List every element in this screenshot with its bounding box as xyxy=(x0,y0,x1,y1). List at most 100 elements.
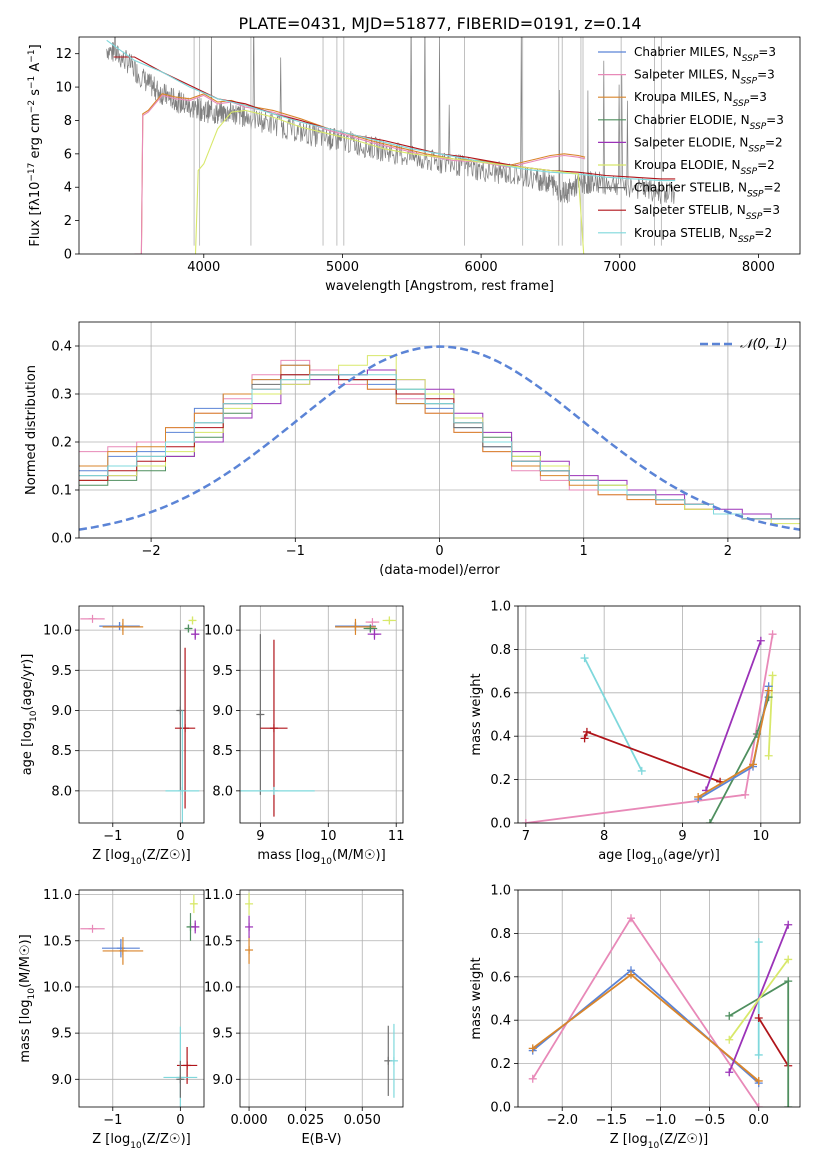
model-line-kroupa-miles xyxy=(134,93,586,254)
label-subscript: 10 xyxy=(29,710,39,722)
y-tick-label: 10.0 xyxy=(43,980,72,995)
weight-marker-kroupa-stelib xyxy=(754,938,763,947)
y-tick-label: 0.3 xyxy=(51,388,72,403)
x-tick-label: 0.000 xyxy=(230,1113,267,1128)
model-line-salpeter-miles xyxy=(134,94,586,254)
legend-text: Kroupa STELIB, N xyxy=(634,226,738,240)
y-axis-label: mass weight xyxy=(469,673,484,755)
x-tick-label: 0 xyxy=(435,544,443,559)
x-tick-label: 5000 xyxy=(326,260,359,275)
x-tick-label: 0 xyxy=(176,1113,184,1128)
axes-frame xyxy=(239,889,404,1108)
weight-line-salpeter-stelib xyxy=(757,1017,789,1067)
errorbar-point-kroupa-miles xyxy=(102,937,144,965)
y-tick-label: 0 xyxy=(64,248,72,263)
y-tick-label: 10.0 xyxy=(43,624,72,639)
y-axis-label: Flux [fλ10−17 erg cm−2 s−1 A−1] xyxy=(27,44,43,246)
y-tick-label: 9.5 xyxy=(51,1027,72,1042)
label-part: Flux [fλ10 xyxy=(28,182,43,247)
x-axis-label: Z [log10(Z/Z☉)] xyxy=(92,848,190,867)
weight-line-salpeter-miles xyxy=(525,634,774,823)
observed-spectrum-line xyxy=(106,37,675,204)
legend-text: Chabrier STELIB, N xyxy=(634,181,747,195)
y-tick-label: 6 xyxy=(64,147,72,162)
label-part: age [ xyxy=(598,848,631,863)
y-tick-label: 0.4 xyxy=(490,730,511,745)
legend-text-tail: =2 xyxy=(764,181,782,195)
weight-marker-chabrier-elodie xyxy=(705,819,714,823)
y-tick-label: 10.0 xyxy=(204,980,233,995)
weight-marker-salpeter-miles xyxy=(626,914,635,923)
model-line-kroupa-elodie xyxy=(194,109,585,254)
label-part: log xyxy=(18,999,33,1019)
label-subscript: 10 xyxy=(27,988,37,1000)
legend-subscript: SSP xyxy=(742,54,759,64)
x-tick-label: 9 xyxy=(678,829,686,844)
x-tick-label: 8000 xyxy=(742,260,775,275)
x-tick-label: 10 xyxy=(320,829,337,844)
errorbar-point-salpeter-elodie xyxy=(191,920,200,934)
errorbar-point-salpeter-miles xyxy=(365,618,380,627)
x-tick-label: 2 xyxy=(724,544,732,559)
y-tick-label: 10.0 xyxy=(204,624,233,639)
y-tick-label: 1.0 xyxy=(490,600,511,615)
y-tick-label: 0.4 xyxy=(490,1014,511,1029)
weight-line-kroupa-stelib xyxy=(583,657,643,772)
axes-frame xyxy=(517,605,801,824)
x-axis-label: Z [log10(Z/Z☉)] xyxy=(92,1132,190,1151)
x-axis-label: wavelength [Angstrom, rest frame] xyxy=(325,279,554,294)
weight-marker-kroupa-elodie xyxy=(764,751,773,760)
label-superscript: −17 xyxy=(27,163,37,182)
y-tick-label: 12 xyxy=(55,47,72,62)
y-tick-label: 10.5 xyxy=(204,934,233,949)
x-tick-label: −1.5 xyxy=(596,1113,628,1128)
x-tick-label: 1 xyxy=(580,544,588,559)
x-tick-label: 7 xyxy=(522,829,530,844)
y-tick-label: 0.4 xyxy=(51,340,72,355)
label-part: (M/M☉)] xyxy=(332,848,386,863)
label-part: log xyxy=(20,722,35,742)
normal-distribution-curve xyxy=(79,345,800,531)
legend-text: Salpeter STELIB, N xyxy=(634,203,746,217)
label-part: mass [ xyxy=(257,848,300,863)
x-axis-label: Z [log10(Z/Z☉)] xyxy=(610,1132,708,1151)
histogram-step-kroupa-miles xyxy=(79,364,800,520)
errorbar-point-chabrier-miles xyxy=(101,938,140,958)
mass-vs-reddening-panel: 0.000 0.025 0.050 9.0 9.5 10.0 10.5 11.0 E(B-V) xyxy=(204,888,404,1147)
legend-subscript: SSP xyxy=(733,99,750,109)
weight-line-salpeter-miles xyxy=(531,916,760,1107)
weight-marker-kroupa-miles xyxy=(764,686,773,695)
label-subscript: 10 xyxy=(651,857,663,867)
weight-marker-salpeter-stelib xyxy=(580,734,589,743)
y-axis-label: mass weight xyxy=(469,957,484,1039)
x-tick-label: −1 xyxy=(103,829,122,844)
label-part: mass [ xyxy=(18,1019,33,1062)
label-subscript: 10 xyxy=(130,857,142,867)
legend-text-tail: =3 xyxy=(749,90,767,104)
y-tick-label: 8.0 xyxy=(212,784,233,799)
weight-marker-kroupa-miles xyxy=(754,1076,763,1085)
legend-subscript: SSP xyxy=(741,167,758,177)
weight-marker-salpeter-elodie xyxy=(725,1068,734,1077)
y-tick-label: 0.1 xyxy=(51,484,72,499)
errorbar-point-salpeter-elodie xyxy=(191,628,200,640)
plot-area xyxy=(245,892,398,1098)
y-tick-label: 0.2 xyxy=(51,436,72,451)
axes-frame xyxy=(78,605,205,824)
label-part: (Z/Z☉)] xyxy=(142,848,191,863)
legend-label-chabrier-miles: Chabrier MILES, NSSP=3 xyxy=(634,45,776,64)
weight-marker-kroupa-miles xyxy=(749,760,757,769)
y-tick-label: 0.0 xyxy=(490,817,511,832)
label-part: (Z/Z☉)] xyxy=(659,1132,708,1147)
y-axis-label: Normed distribution xyxy=(24,365,39,495)
plot-area xyxy=(79,345,800,531)
errorbar-point-kroupa-miles xyxy=(102,618,144,635)
legend-text-tail: =3 xyxy=(762,203,780,217)
errorbar-point-kroupa-stelib xyxy=(389,1023,398,1098)
legend-subscript: SSP xyxy=(747,190,764,200)
model-line-kroupa-stelib xyxy=(106,39,676,182)
x-tick-label: 11 xyxy=(388,829,405,844)
label-part: Z [ xyxy=(610,1132,628,1147)
errorbar-point-chabrier-miles xyxy=(99,622,140,631)
label-part: Z [ xyxy=(92,1132,110,1147)
